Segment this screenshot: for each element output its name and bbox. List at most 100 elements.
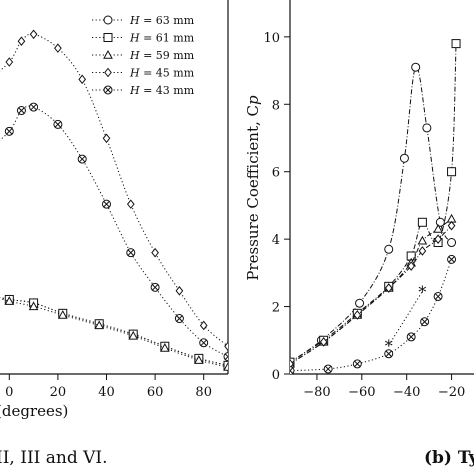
y-tick-label: 10 bbox=[263, 31, 280, 46]
series-2 bbox=[0, 294, 228, 370]
data-point bbox=[433, 223, 443, 233]
x-tick-label: 0 bbox=[5, 385, 13, 400]
series-line bbox=[290, 259, 453, 372]
data-point bbox=[78, 74, 87, 85]
data-point bbox=[223, 352, 228, 362]
data-point bbox=[150, 282, 160, 292]
legend-marker bbox=[103, 49, 113, 59]
data-point bbox=[128, 330, 139, 340]
series-line bbox=[0, 298, 228, 368]
data-point bbox=[407, 261, 416, 271]
data-point bbox=[151, 247, 159, 258]
y-tick-label: 0 bbox=[272, 368, 280, 383]
data-point bbox=[28, 301, 39, 311]
left-series-group bbox=[0, 29, 228, 371]
series-line bbox=[388, 291, 423, 346]
data-point bbox=[29, 29, 38, 40]
right-series-group: ** bbox=[290, 39, 461, 374]
series-4 bbox=[290, 220, 456, 369]
data-point bbox=[384, 349, 394, 359]
x-tick-label: 40 bbox=[98, 385, 115, 400]
data-point bbox=[420, 317, 430, 327]
left-x-axis-label: (degrees) bbox=[0, 402, 68, 420]
data-point bbox=[175, 285, 184, 296]
y-tick-label: 4 bbox=[272, 233, 280, 248]
legend-marker bbox=[103, 85, 113, 95]
data-point bbox=[102, 199, 111, 209]
legend-label: H = 61 mm bbox=[129, 32, 195, 45]
data-point bbox=[418, 246, 427, 256]
data-point bbox=[434, 234, 442, 244]
legend-entry: H = 59 mm bbox=[92, 49, 195, 62]
data-point bbox=[417, 235, 428, 245]
legend-label: H = 43 mm bbox=[129, 84, 195, 97]
series-line bbox=[290, 218, 452, 365]
right-y-axis-label: Pressure Coefficient, Cp bbox=[244, 95, 262, 281]
series-6: ** bbox=[385, 282, 427, 355]
data-point bbox=[224, 341, 228, 352]
data-point bbox=[399, 153, 409, 163]
x-tick-label: −40 bbox=[393, 385, 420, 400]
data-point bbox=[406, 332, 416, 342]
data-point bbox=[447, 238, 457, 248]
data-point bbox=[290, 366, 295, 374]
data-point bbox=[4, 126, 14, 136]
series-line bbox=[290, 225, 452, 365]
data-point bbox=[435, 217, 445, 227]
data-point bbox=[447, 167, 457, 177]
data-point bbox=[102, 133, 111, 144]
x-tick-label: 60 bbox=[147, 385, 164, 400]
x-tick-label: −80 bbox=[303, 385, 330, 400]
x-tick-label: 80 bbox=[195, 385, 212, 400]
data-point bbox=[4, 296, 15, 305]
legend-entry: H = 61 mm bbox=[92, 32, 195, 45]
data-point bbox=[159, 342, 170, 352]
x-tick-label: 20 bbox=[50, 385, 67, 400]
data-point: * bbox=[385, 336, 393, 355]
series-4 bbox=[0, 29, 228, 352]
data-point bbox=[353, 310, 362, 320]
y-tick-label: 6 bbox=[272, 166, 280, 181]
data-point bbox=[29, 102, 39, 112]
series-line bbox=[290, 43, 457, 363]
series-line bbox=[0, 297, 228, 366]
legend-marker bbox=[104, 67, 112, 78]
legend-label: H = 59 mm bbox=[129, 49, 195, 62]
series-5 bbox=[0, 102, 228, 362]
data-point bbox=[94, 320, 105, 330]
series-1 bbox=[290, 62, 457, 367]
data-point bbox=[411, 62, 421, 72]
left-panel: 0 20 40 60 80 (degrees) H = 63 mm H = 61 mm H … bbox=[0, 0, 229, 420]
y-tick-label: 8 bbox=[272, 98, 280, 113]
series-2 bbox=[290, 39, 461, 367]
data-point bbox=[126, 199, 135, 209]
data-point: * bbox=[418, 282, 426, 301]
series-3 bbox=[290, 213, 457, 368]
data-point bbox=[323, 364, 333, 374]
data-point bbox=[57, 310, 68, 319]
legend-marker bbox=[103, 33, 113, 42]
data-point bbox=[417, 217, 427, 227]
legend-label: H = 63 mm bbox=[129, 14, 195, 27]
data-point bbox=[223, 362, 228, 371]
right-caption: (b) Ty bbox=[424, 448, 474, 468]
y-tick-label: 2 bbox=[272, 301, 280, 316]
data-point bbox=[290, 359, 294, 369]
legend-entry: H = 63 mm bbox=[92, 14, 195, 27]
legend-marker bbox=[103, 15, 113, 25]
data-point bbox=[433, 291, 443, 301]
data-point bbox=[447, 220, 456, 231]
series-5 bbox=[290, 254, 457, 374]
data-point bbox=[17, 36, 26, 47]
data-point bbox=[16, 106, 26, 116]
data-point bbox=[384, 283, 393, 293]
left-caption: II, III and VI. bbox=[0, 448, 108, 468]
series-line bbox=[290, 66, 452, 363]
data-point bbox=[193, 355, 204, 364]
data-point bbox=[199, 338, 209, 348]
data-point bbox=[54, 43, 62, 53]
legend: H = 63 mm H = 61 mm H = 59 mm H = 45 mm H = … bbox=[92, 14, 195, 97]
left-x-ticks: 0 20 40 60 80 bbox=[5, 374, 212, 400]
